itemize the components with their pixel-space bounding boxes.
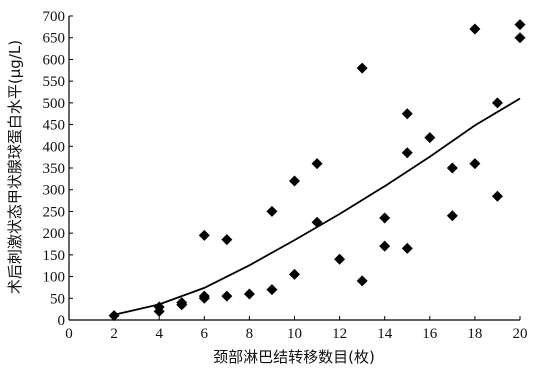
data-point: [356, 62, 368, 74]
data-point: [401, 108, 413, 120]
data-point: [469, 23, 481, 35]
data-point: [176, 297, 188, 309]
data-point: [379, 212, 391, 224]
x-tick-label: 16: [422, 326, 438, 342]
y-tick-label: 400: [43, 139, 66, 155]
data-point: [198, 290, 210, 302]
data-point: [221, 234, 233, 246]
data-point: [311, 216, 323, 228]
data-point: [266, 284, 278, 296]
data-point: [198, 229, 210, 241]
y-tick-label: 200: [43, 226, 66, 242]
data-point: [491, 190, 503, 202]
x-axis-ticks: 0 2 4 6 8 10 12 14 16 18 20: [65, 316, 528, 342]
y-axis-ticks: 0 50 100 150 200 250 300 350 400 450 500 550 600 650 7…: [43, 9, 73, 329]
data-point: [469, 158, 481, 170]
y-tick-label: 500: [43, 96, 66, 112]
x-tick-label: 0: [65, 326, 73, 342]
data-point: [153, 301, 165, 313]
data-point: [514, 32, 526, 44]
y-tick-label: 100: [43, 270, 66, 286]
data-point: [334, 253, 346, 265]
x-tick-label: 10: [287, 326, 302, 342]
x-tick-label: 20: [513, 326, 528, 342]
x-tick-label: 14: [377, 326, 393, 342]
data-point: [379, 240, 391, 252]
data-point: [266, 205, 278, 217]
y-tick-label: 600: [43, 52, 66, 68]
data-point: [289, 175, 300, 187]
x-axis-label: 颈部淋巴结转移数目(枚): [213, 348, 375, 366]
data-point: [221, 290, 233, 302]
y-tick-label: 450: [43, 118, 66, 134]
x-tick-label: 6: [201, 326, 209, 342]
data-point: [401, 242, 413, 254]
x-tick-label: 12: [332, 326, 347, 342]
y-tick-label: 250: [43, 204, 66, 220]
data-point: [289, 268, 300, 280]
data-point: [356, 275, 368, 287]
y-axis-label: 术后刺激状态甲状腺球蛋白水平(μg/L): [6, 40, 24, 294]
x-tick-label: 2: [110, 326, 118, 342]
data-point: [446, 210, 458, 222]
data-point: [108, 310, 120, 322]
trend-line: [113, 97, 521, 316]
data-point: [311, 158, 323, 170]
data-point: [401, 147, 413, 159]
x-tick-label: 18: [467, 326, 482, 342]
data-point: [243, 288, 255, 300]
x-tick-label: 8: [246, 326, 254, 342]
y-tick-label: 550: [43, 74, 66, 90]
data-points: [108, 19, 526, 322]
y-tick-label: 50: [50, 291, 65, 307]
y-tick-label: 700: [43, 9, 66, 25]
y-tick-label: 300: [43, 183, 66, 199]
y-tick-label: 150: [43, 248, 66, 264]
data-point: [514, 19, 526, 31]
y-tick-label: 650: [43, 31, 66, 47]
data-point: [424, 132, 436, 144]
data-point: [446, 162, 458, 174]
x-tick-label: 4: [155, 326, 163, 342]
data-point: [491, 97, 503, 109]
y-tick-label: 350: [43, 161, 66, 177]
y-tick-label: 0: [58, 313, 66, 329]
trend-line-group: [113, 97, 521, 316]
